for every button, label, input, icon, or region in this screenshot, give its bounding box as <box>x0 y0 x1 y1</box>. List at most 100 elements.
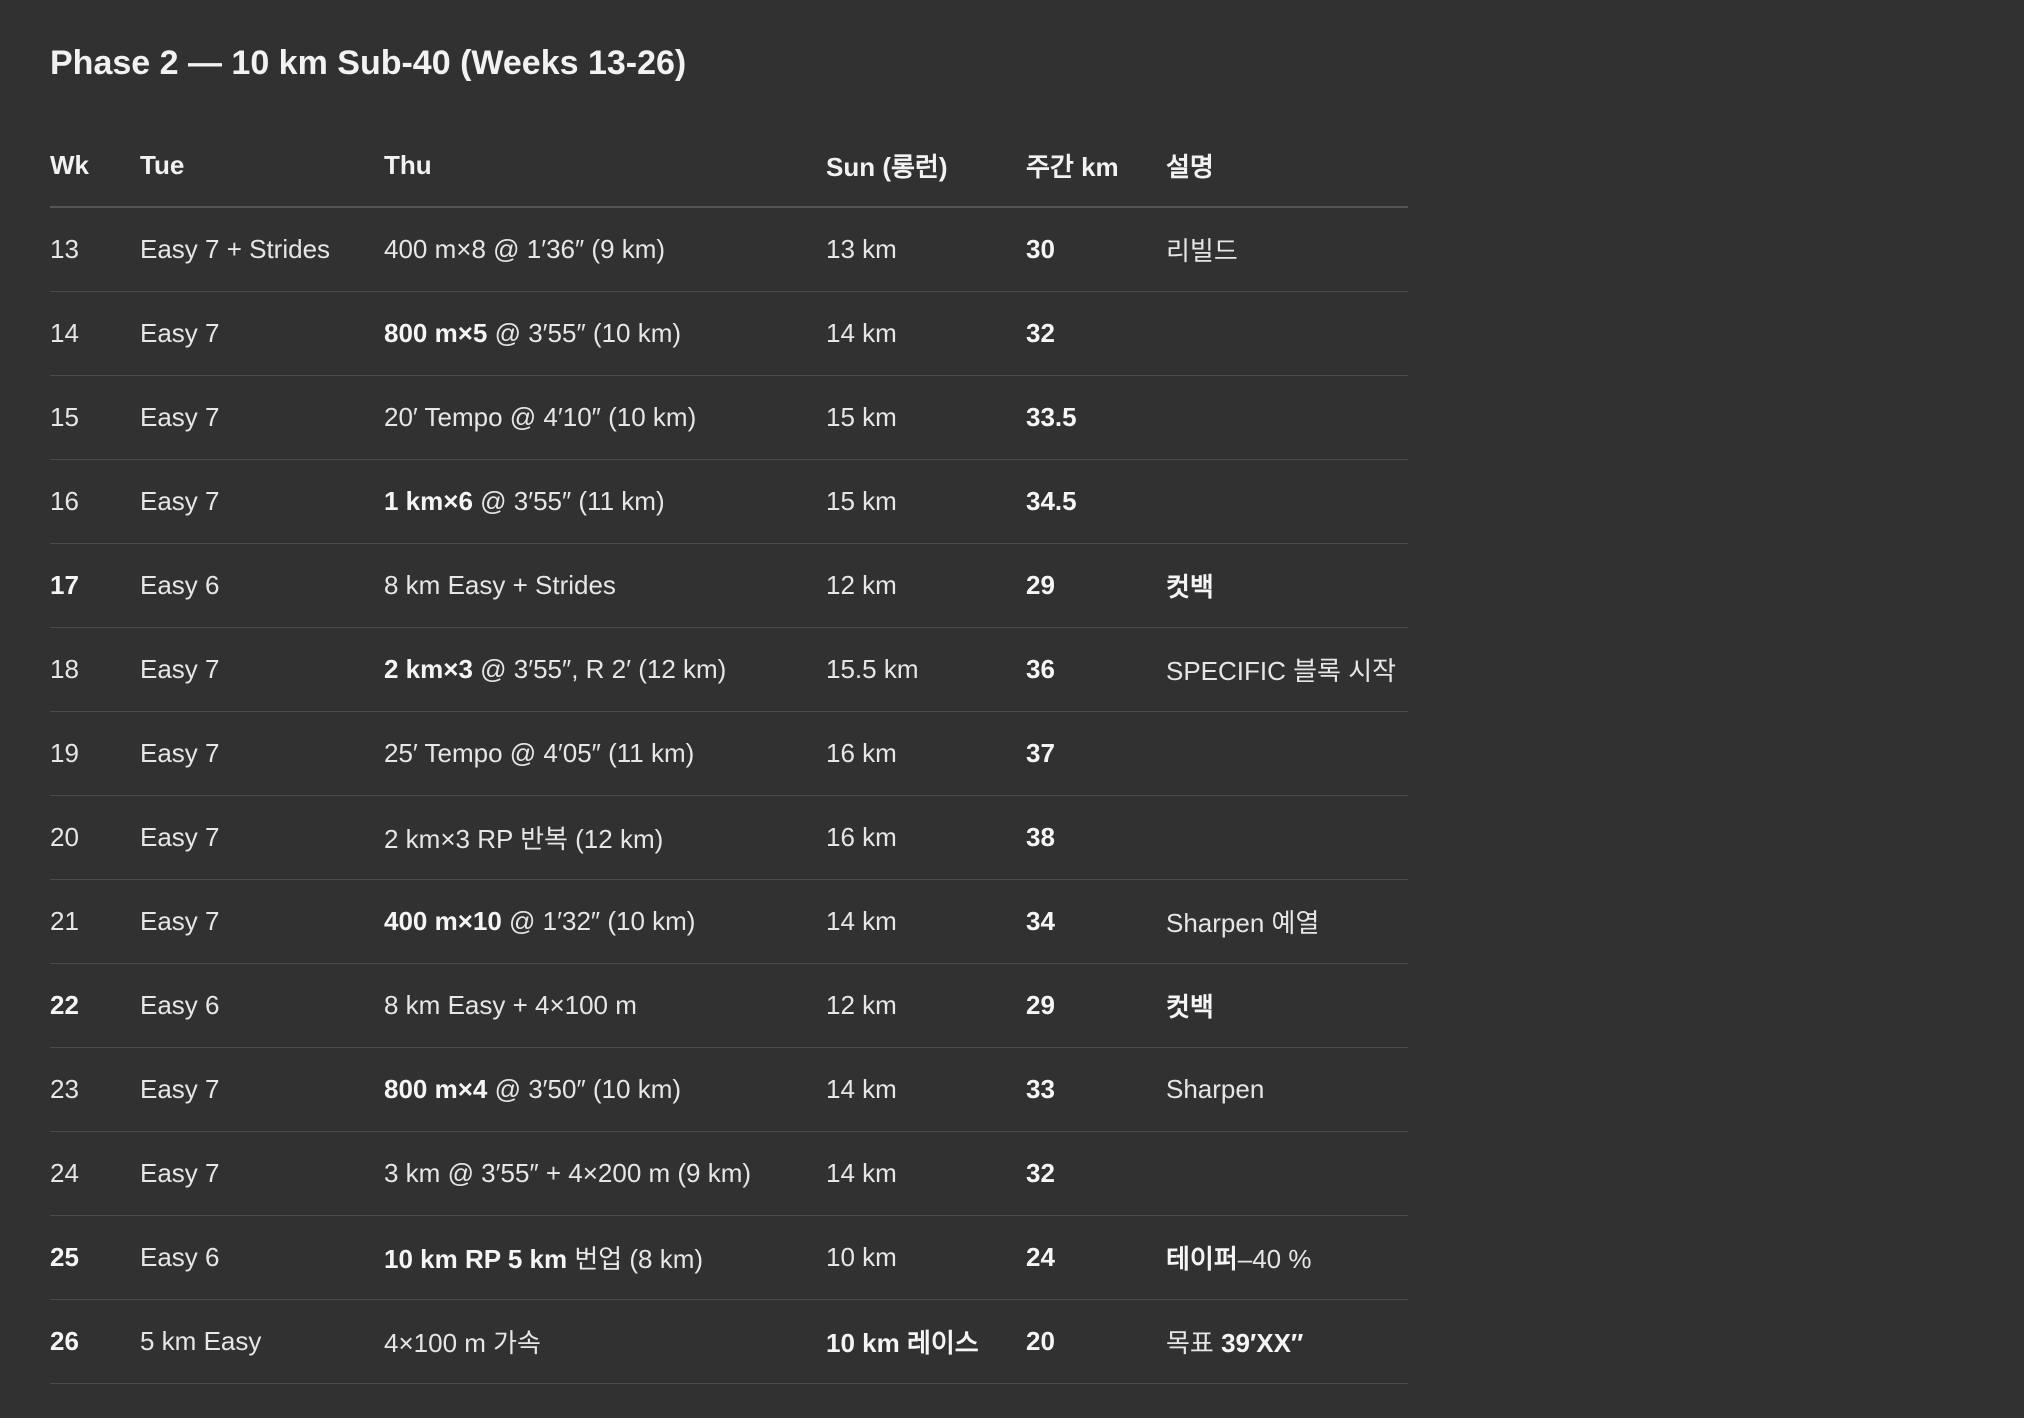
week-cell: 15 <box>50 375 140 460</box>
thursday-cell: 2 km×3 @ 3′55″, R 2′ (12 km) <box>384 627 826 712</box>
table-header: Wk Tue Thu Sun (롱런) 주간 km 설명 <box>50 124 1408 208</box>
thursday-cell: 10 km RP 5 km 번업 (8 km) <box>384 1215 826 1300</box>
thursday-cell: 400 m×10 @ 1′32″ (10 km) <box>384 879 826 964</box>
sunday-longrun: 14 km <box>826 1074 897 1104</box>
tuesday-workout: Easy 7 <box>140 654 220 684</box>
note-text: Sharpen 예열 <box>1166 908 1320 938</box>
table-row: 23 Easy 7 800 m×4 @ 3′50″ (10 km) 14 km 33 Sh… <box>50 1047 1408 1132</box>
tuesday-cell: Easy 7 <box>140 1047 384 1132</box>
sunday-cell: 13 km <box>826 207 1026 292</box>
sunday-longrun: 16 km <box>826 822 897 852</box>
note-key: 컷백 <box>1166 572 1214 602</box>
sunday-cell: 15.5 km <box>826 627 1026 712</box>
header-weekly-km: 주간 km <box>1026 124 1166 208</box>
weekly-km-value: 33.5 <box>1026 402 1077 432</box>
sunday-longrun: 10 km <box>826 1242 897 1272</box>
notes-cell <box>1166 711 1408 796</box>
table-row: 22 Easy 6 8 km Easy + 4×100 m 12 km 29 컷백 <box>50 963 1408 1048</box>
table-row: 19 Easy 7 25′ Tempo @ 4′05″ (11 km) 16 km 37 <box>50 711 1408 796</box>
header-sunday: Sun (롱런) <box>826 124 1026 208</box>
page-title: Phase 2 — 10 km Sub-40 (Weeks 13-26) <box>50 44 687 82</box>
header-row: Wk Tue Thu Sun (롱런) 주간 km 설명 <box>50 124 1408 208</box>
tuesday-cell: Easy 7 <box>140 879 384 964</box>
thursday-workout-key: 1 km×6 <box>384 486 473 516</box>
weekly-km-cell: 30 <box>1026 207 1166 292</box>
week-cell: 13 <box>50 207 140 292</box>
thursday-workout: @ 3′55″ (10 km) <box>487 318 682 348</box>
thursday-cell: 8 km Easy + 4×100 m <box>384 963 826 1048</box>
thursday-cell: 800 m×4 @ 3′50″ (10 km) <box>384 1047 826 1132</box>
week-cell: 25 <box>50 1215 140 1300</box>
weekly-km-cell: 20 <box>1026 1299 1166 1384</box>
notes-cell: 리빌드 <box>1166 207 1408 292</box>
thursday-cell: 800 m×5 @ 3′55″ (10 km) <box>384 291 826 376</box>
sunday-cell: 16 km <box>826 795 1026 880</box>
note-key: 39′XX″ <box>1221 1328 1304 1358</box>
table-row: 24 Easy 7 3 km @ 3′55″ + 4×200 m (9 km) 14 … <box>50 1131 1408 1216</box>
week-number: 15 <box>50 402 79 432</box>
weekly-km-cell: 29 <box>1026 963 1166 1048</box>
tuesday-workout: Easy 7 <box>140 486 220 516</box>
tuesday-cell: Easy 7 <box>140 795 384 880</box>
sunday-cell: 12 km <box>826 963 1026 1048</box>
week-number: 16 <box>50 486 79 516</box>
thursday-cell: 3 km @ 3′55″ + 4×200 m (9 km) <box>384 1131 826 1216</box>
week-number: 26 <box>50 1326 79 1356</box>
week-number: 14 <box>50 318 79 348</box>
thursday-workout: @ 3′55″, R 2′ (12 km) <box>472 654 727 684</box>
sunday-cell: 10 km 레이스 <box>826 1299 1026 1384</box>
tuesday-workout: Easy 6 <box>140 570 220 600</box>
sunday-cell: 15 km <box>826 459 1026 544</box>
note-text: Sharpen <box>1166 1074 1265 1104</box>
sunday-cell: 10 km <box>826 1215 1026 1300</box>
tuesday-workout: Easy 7 <box>140 402 220 432</box>
week-cell: 21 <box>50 879 140 964</box>
sunday-cell: 12 km <box>826 543 1026 628</box>
thursday-cell: 4×100 m 가속 <box>384 1299 826 1384</box>
thursday-workout: 25′ Tempo @ 4′05″ (11 km) <box>384 738 695 768</box>
weekly-km-cell: 33 <box>1026 1047 1166 1132</box>
weekly-km-value: 32 <box>1026 1158 1055 1188</box>
week-cell: 19 <box>50 711 140 796</box>
thursday-workout-key: 2 km×3 <box>384 654 473 684</box>
week-number: 25 <box>50 1242 79 1272</box>
weekly-km-value: 36 <box>1026 654 1055 684</box>
table-body: 13 Easy 7 + Strides 400 m×8 @ 1′36″ (9 km)… <box>50 207 1408 1384</box>
thursday-workout-key: 800 m×4 <box>384 1074 488 1104</box>
sunday-longrun: 14 km <box>826 318 897 348</box>
sunday-longrun: 15 km <box>826 402 897 432</box>
thursday-cell: 25′ Tempo @ 4′05″ (11 km) <box>384 711 826 796</box>
note-text: –40 % <box>1237 1244 1312 1274</box>
thursday-workout: @ 1′32″ (10 km) <box>501 906 696 936</box>
sunday-cell: 14 km <box>826 879 1026 964</box>
sunday-longrun: 15.5 km <box>826 654 919 684</box>
tuesday-cell: Easy 7 + Strides <box>140 207 384 292</box>
weekly-km-value: 37 <box>1026 738 1055 768</box>
weekly-km-cell: 24 <box>1026 1215 1166 1300</box>
thursday-cell: 400 m×8 @ 1′36″ (9 km) <box>384 207 826 292</box>
week-number: 20 <box>50 822 79 852</box>
weekly-km-value: 20 <box>1026 1326 1055 1356</box>
tuesday-workout: 5 km Easy <box>140 1326 262 1356</box>
table-row: 15 Easy 7 20′ Tempo @ 4′10″ (10 km) 15 km 33… <box>50 375 1408 460</box>
note-key: 컷백 <box>1166 992 1214 1022</box>
thursday-workout: 2 km×3 RP 반복 (12 km) <box>384 824 664 854</box>
weekly-km-value: 30 <box>1026 234 1055 264</box>
week-cell: 24 <box>50 1131 140 1216</box>
tuesday-workout: Easy 7 <box>140 318 220 348</box>
notes-cell: 테이퍼–40 % <box>1166 1215 1408 1300</box>
weekly-km-value: 38 <box>1026 822 1055 852</box>
tuesday-cell: 5 km Easy <box>140 1299 384 1384</box>
sunday-longrun-key: 10 km 레이스 <box>826 1328 979 1358</box>
sunday-longrun: 14 km <box>826 1158 897 1188</box>
table-row: 20 Easy 7 2 km×3 RP 반복 (12 km) 16 km 38 <box>50 795 1408 880</box>
tuesday-workout: Easy 6 <box>140 1242 220 1272</box>
notes-cell <box>1166 375 1408 460</box>
tuesday-cell: Easy 7 <box>140 627 384 712</box>
tuesday-workout: Easy 7 <box>140 1158 220 1188</box>
table-row: 25 Easy 6 10 km RP 5 km 번업 (8 km) 10 km 24 테이… <box>50 1215 1408 1300</box>
week-number: 13 <box>50 234 79 264</box>
notes-cell <box>1166 795 1408 880</box>
weekly-km-value: 34.5 <box>1026 486 1077 516</box>
